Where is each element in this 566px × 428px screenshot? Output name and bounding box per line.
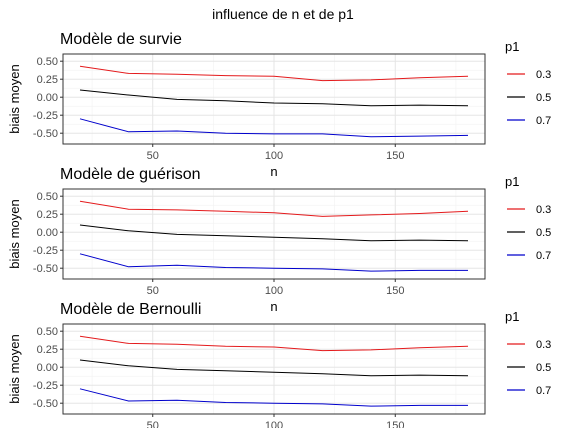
y-tick-label: 0.50 [37, 191, 58, 203]
x-tick-label: 50 [147, 420, 159, 428]
series-line-0.3 [79, 65, 469, 82]
legend-title: p1 [505, 174, 519, 189]
legend-title: p1 [505, 309, 519, 324]
y-tick-label: 0.50 [37, 56, 58, 68]
legend-label: 0.3 [536, 339, 551, 351]
legend-label: 0.3 [536, 69, 551, 81]
legend-label: 0.3 [536, 204, 551, 216]
series-line-0.5 [79, 224, 469, 242]
legend: p1 0.3 0.5 0.7 [505, 174, 551, 262]
x-tick-label: 150 [386, 150, 404, 162]
series-line-0.3 [79, 200, 469, 217]
legend-label: 0.5 [536, 362, 551, 374]
y-axis-label: biais moyen [7, 334, 22, 403]
y-tick-label: -0.50 [33, 128, 58, 140]
y-tick-label: 0.00 [37, 227, 58, 239]
y-tick-label: -0.50 [33, 398, 58, 410]
y-axis-label: biais moyen [7, 199, 22, 268]
y-tick-label: -0.50 [33, 263, 58, 275]
panel-title: Modèle de guérison [60, 166, 201, 183]
series-line-0.5 [79, 89, 469, 107]
y-tick-label: -0.25 [33, 380, 58, 392]
x-tick-label: 100 [265, 285, 283, 297]
y-tick-label: -0.25 [33, 245, 58, 257]
y-tick-label: 0.25 [37, 209, 58, 221]
y-tick-label: 0.00 [37, 362, 58, 374]
x-tick-label: 150 [386, 285, 404, 297]
y-tick-label: 0.25 [37, 344, 58, 356]
y-axis-label: biais moyen [7, 64, 22, 133]
x-tick-label: 150 [386, 420, 404, 428]
x-tick-label: 50 [147, 150, 159, 162]
figure-title: influence de n et de p1 [212, 6, 354, 22]
panel-title: Modèle de Bernoulli [60, 301, 201, 318]
panel-title: Modèle de survie [60, 31, 182, 48]
legend-label: 0.5 [536, 227, 551, 239]
x-tick-label: 50 [147, 285, 159, 297]
x-tick-label: 100 [265, 420, 283, 428]
y-tick-label: 0.50 [37, 326, 58, 338]
legend-label: 0.7 [536, 385, 551, 397]
panels: Modèle de survie0.500.250.00-0.25-0.5050… [7, 31, 551, 428]
x-axis-label: n [270, 164, 277, 179]
series-line-0.7 [79, 253, 468, 272]
x-tick-label: 100 [265, 150, 283, 162]
series-line-0.7 [79, 388, 468, 407]
y-tick-label: -0.25 [33, 110, 58, 122]
x-axis-label: n [270, 299, 277, 314]
series-line-0.3 [79, 335, 469, 352]
series-line-0.5 [79, 359, 469, 377]
legend: p1 0.3 0.5 0.7 [505, 309, 551, 397]
y-tick-label: 0.25 [37, 74, 58, 86]
legend-title: p1 [505, 39, 519, 54]
series-line-0.7 [79, 118, 469, 138]
legend-label: 0.5 [536, 92, 551, 104]
legend-label: 0.7 [536, 115, 551, 127]
legend: p1 0.3 0.5 0.7 [505, 39, 551, 127]
legend-label: 0.7 [536, 250, 551, 262]
y-tick-label: 0.00 [37, 92, 58, 104]
